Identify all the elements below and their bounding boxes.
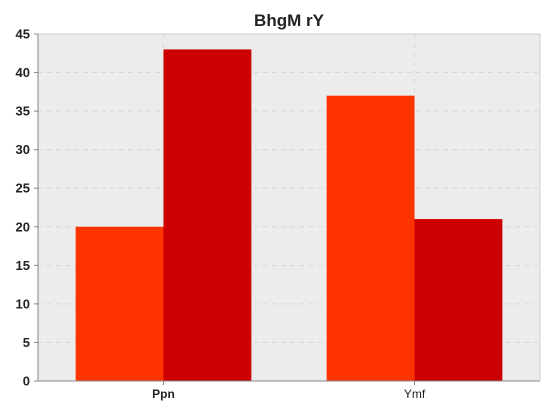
axes: [34, 33, 541, 385]
y-tick-label: 35: [16, 104, 30, 119]
y-tick-label: 45: [16, 27, 30, 42]
bar: [163, 49, 252, 382]
x-tick-label: Ppn: [152, 387, 175, 401]
y-tick-label: 10: [16, 296, 30, 311]
y-tick-label: 5: [23, 335, 30, 350]
bars: [75, 49, 503, 382]
y-tick-label: 30: [16, 142, 30, 157]
bar: [414, 219, 503, 381]
y-tick-label: 25: [16, 181, 30, 196]
y-tick-label: 40: [16, 65, 30, 80]
bar: [326, 95, 415, 381]
y-tick-label: 20: [16, 219, 30, 234]
x-tick-label: Ymf: [404, 387, 426, 401]
y-tick-label: 15: [16, 258, 30, 273]
y-axis-ticks: 0 5 10 15 20 25 30 35 40 45: [16, 27, 30, 389]
bar: [75, 226, 164, 381]
x-axis-ticks: Ppn Ymf: [152, 387, 426, 401]
chart-title: BhgM rY: [254, 11, 325, 30]
y-tick-label: 0: [23, 374, 30, 389]
